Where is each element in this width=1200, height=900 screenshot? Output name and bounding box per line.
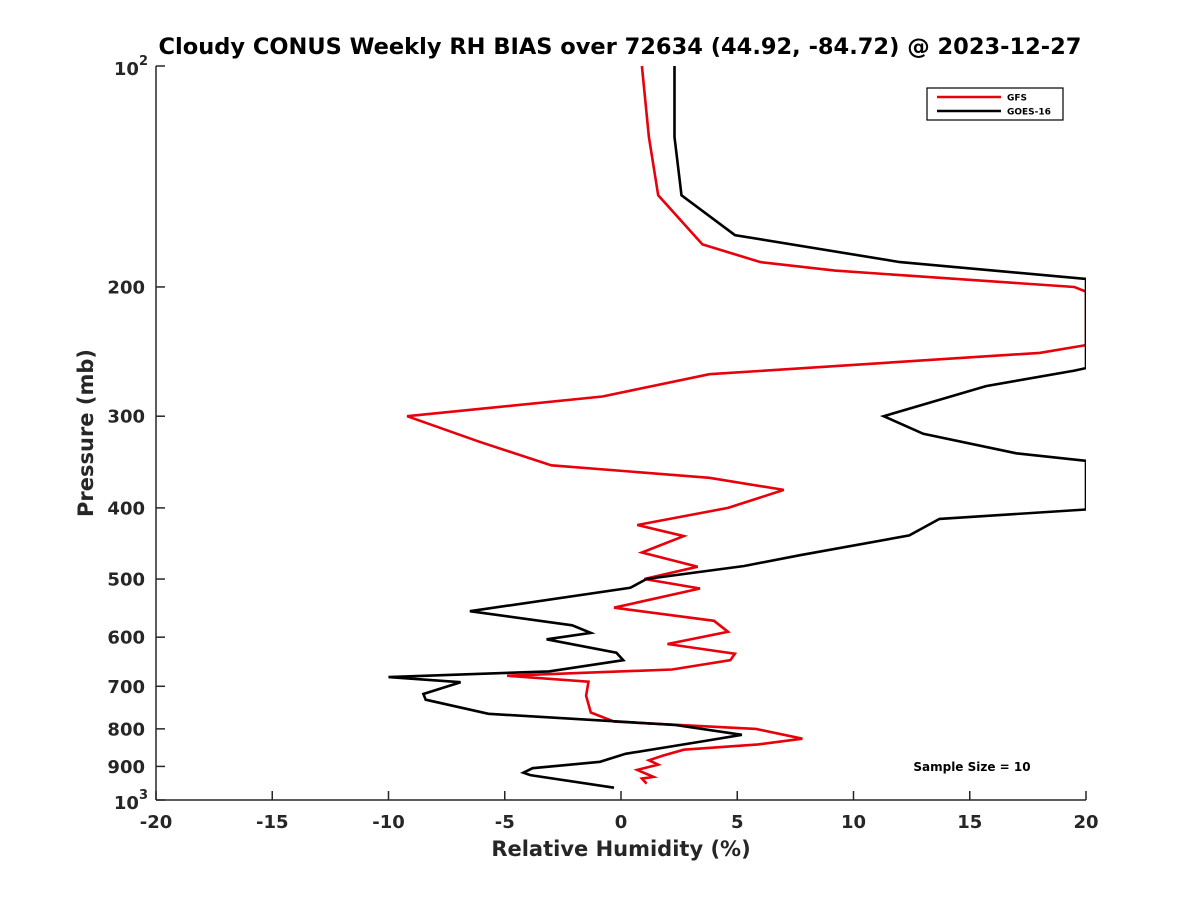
x-tick-label: -10 (372, 812, 405, 833)
y-tick-label: 102 (114, 54, 148, 80)
x-tick-label: 5 (731, 812, 744, 833)
y-tick-label: 600 (107, 628, 145, 649)
x-axis-label: Relative Humidity (%) (491, 837, 750, 861)
x-axis-ticks: -20 -15 -10 -5 0 5 10 15 20 (140, 791, 1099, 833)
legend: GFS GOES-16 (926, 87, 1064, 121)
legend-label-goes16: GOES-16 (1007, 108, 1051, 118)
y-tick-base: 10 (114, 59, 139, 80)
x-tick-label: -15 (256, 812, 289, 833)
legend-label-gfs: GFS (1007, 94, 1027, 104)
x-tick-label: -5 (495, 812, 515, 833)
x-tick-label: 10 (841, 812, 866, 833)
series-line-gfs (406, 66, 1086, 785)
y-tick-label: 400 (107, 498, 145, 519)
plot-frame (156, 66, 1086, 800)
x-tick-label: 20 (1073, 812, 1098, 833)
y-tick-base: 10 (114, 793, 139, 814)
y-tick-label: 300 (107, 407, 145, 428)
y-tick-label: 900 (107, 757, 145, 778)
y-tick-exponent: 2 (139, 54, 148, 69)
series-line-goes16 (388, 66, 1086, 789)
legend-box (926, 87, 1064, 121)
sample-size-note: Sample Size = 10 (913, 760, 1030, 774)
y-tick-label: 800 (107, 719, 145, 740)
chart-title: Cloudy CONUS Weekly RH BIAS over 72634 (… (159, 34, 1082, 60)
y-tick-label: 200 (107, 277, 145, 298)
y-tick-label: 500 (107, 570, 145, 591)
x-tick-label: 15 (957, 812, 982, 833)
y-tick-label: 700 (107, 677, 145, 698)
x-tick-label: 0 (615, 812, 628, 833)
x-tick-label: -20 (140, 812, 173, 833)
y-axis-label: Pressure (mb) (74, 349, 98, 517)
series-lines (388, 66, 1086, 789)
y-tick-exponent: 3 (139, 788, 148, 803)
y-tick-label: 103 (114, 788, 148, 814)
